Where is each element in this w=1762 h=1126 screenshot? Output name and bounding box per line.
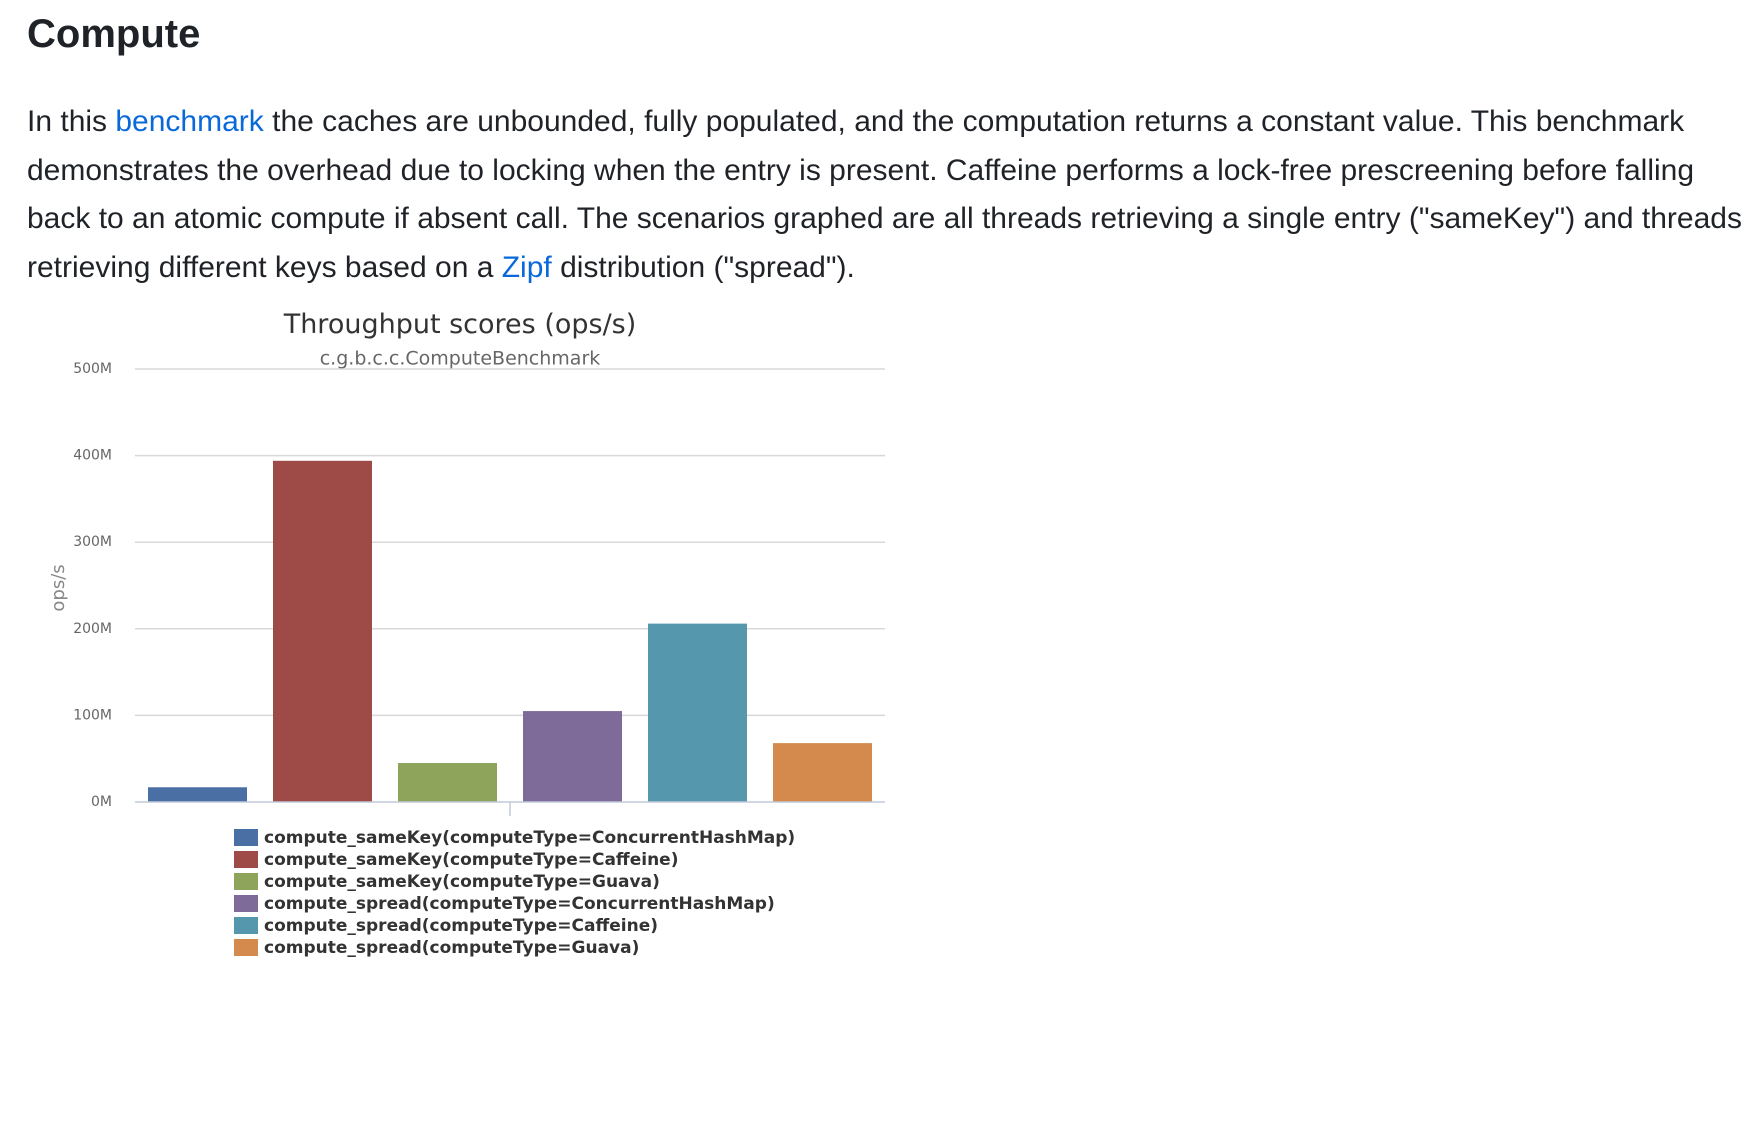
y-tick-label: 0M (91, 794, 112, 810)
bar (773, 743, 872, 802)
intro-text-1: In this (27, 105, 115, 138)
grid-lines (135, 369, 885, 715)
legend-label: compute_spread(computeType=ConcurrentHas… (264, 894, 775, 914)
bar (273, 461, 372, 802)
bars (148, 461, 872, 802)
bar (648, 624, 747, 802)
y-tick-label: 200M (73, 621, 112, 637)
chart-legend: compute_sameKey(computeType=ConcurrentHa… (234, 828, 795, 958)
throughput-chart: Throughput scores (ops/s) c.g.b.c.c.Comp… (30, 310, 1030, 1110)
x-axis (135, 802, 885, 816)
bar (148, 787, 247, 802)
zipf-link[interactable]: Zipf (502, 251, 552, 284)
legend-swatch (234, 829, 258, 846)
chart-subtitle: c.g.b.c.c.ComputeBenchmark (320, 348, 601, 370)
legend-swatch (234, 873, 258, 890)
legend-label: compute_sameKey(computeType=Guava) (264, 872, 660, 892)
section-title: Compute (27, 0, 1737, 60)
chart-title: Throughput scores (ops/s) (283, 310, 637, 340)
legend-label: compute_spread(computeType=Caffeine) (264, 916, 658, 936)
y-tick-label: 500M (73, 361, 112, 377)
legend-label: compute_sameKey(computeType=Caffeine) (264, 850, 678, 870)
y-tick-label: 100M (73, 707, 112, 723)
intro-text-2: the caches are unbounded, fully populate… (27, 105, 1742, 284)
legend-swatch (234, 895, 258, 912)
chart-svg: Throughput scores (ops/s) c.g.b.c.c.Comp… (30, 310, 1030, 1110)
y-axis-label: ops/s (48, 564, 69, 611)
main-content: Compute In this benchmark the caches are… (27, 0, 1737, 292)
intro-text-3: distribution ("spread"). (552, 251, 855, 284)
legend-label: compute_spread(computeType=Guava) (264, 938, 639, 958)
legend-swatch (234, 939, 258, 956)
y-tick-label: 400M (73, 448, 112, 464)
benchmark-link[interactable]: benchmark (115, 105, 263, 138)
legend-swatch (234, 917, 258, 934)
y-axis-ticks: 0M 100M 200M 300M 400M 500M (73, 361, 112, 810)
legend-swatch (234, 851, 258, 868)
bar (398, 763, 497, 802)
y-tick-label: 300M (73, 534, 112, 550)
legend-label: compute_sameKey(computeType=ConcurrentHa… (264, 828, 795, 848)
bar (523, 711, 622, 802)
intro-paragraph: In this benchmark the caches are unbound… (27, 98, 1747, 292)
